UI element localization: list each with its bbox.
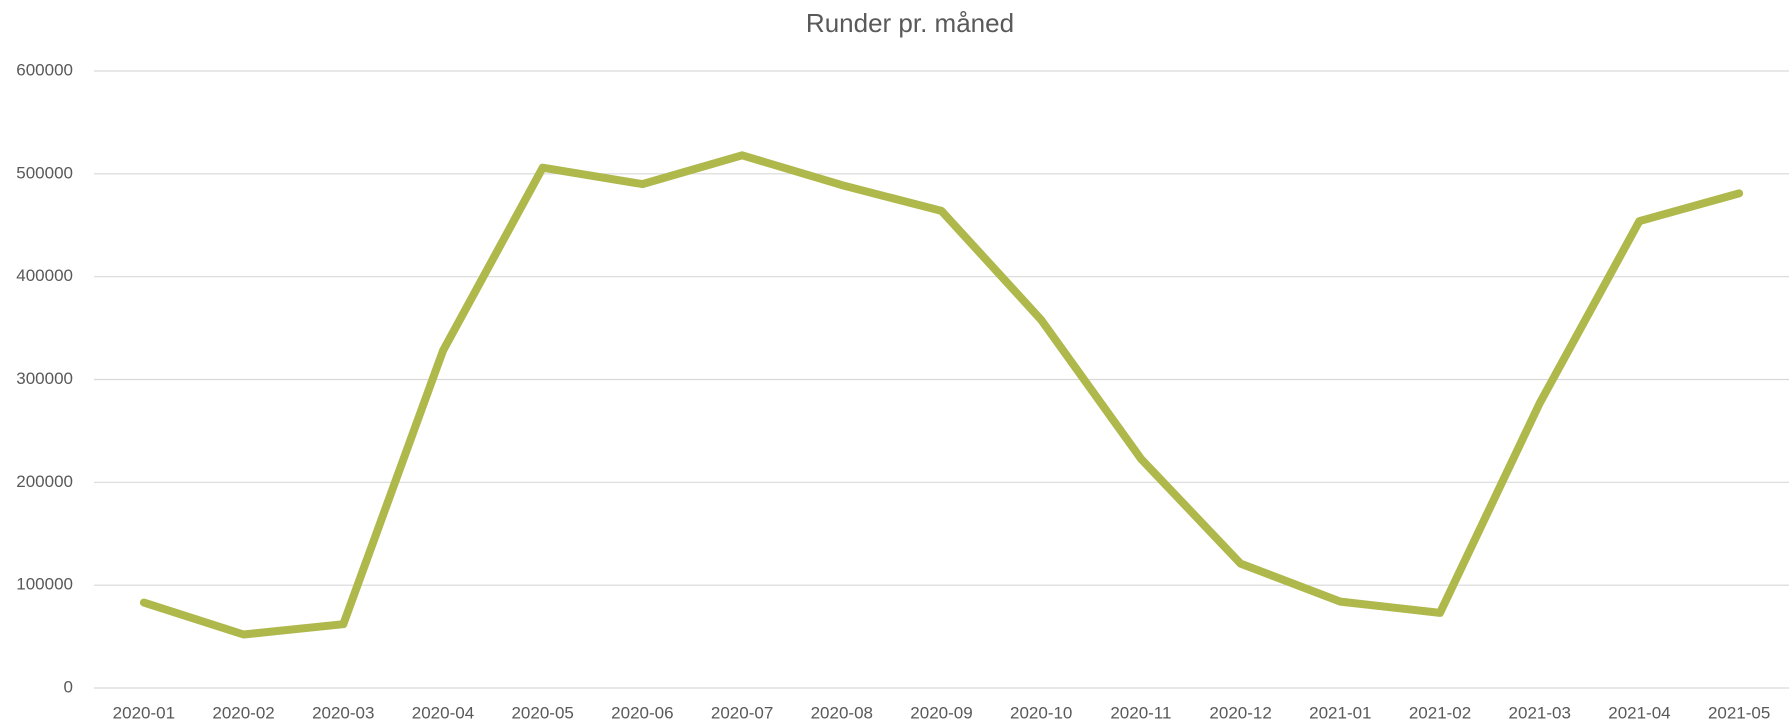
x-tick-label: 2020-11 [1110,703,1171,722]
x-tick-label: 2020-06 [611,703,673,722]
x-tick-label: 2021-04 [1608,703,1670,722]
data-line [139,151,1744,639]
y-tick-label: 600000 [16,60,73,79]
y-tick-label: 500000 [16,163,73,182]
x-tick-label: 2020-02 [212,703,274,722]
x-tick-label: 2020-12 [1209,703,1271,722]
x-tick-label: 2020-01 [113,703,175,722]
chart-title: Runder pr. måned [806,8,1014,38]
y-tick-label: 300000 [16,369,73,388]
y-tick-label: 200000 [16,472,73,491]
x-tick-label: 2020-03 [312,703,374,722]
y-tick-label: 100000 [16,575,73,594]
y-tick-label: 400000 [16,266,73,285]
x-tick-label: 2021-01 [1309,703,1371,722]
x-tick-label: 2020-08 [811,703,873,722]
x-tick-label: 2021-05 [1708,703,1770,722]
x-tick-label: 2020-05 [511,703,573,722]
x-tick-label: 2020-04 [412,703,474,722]
x-tick-label: 2020-09 [910,703,972,722]
y-tick-label: 0 [64,677,73,696]
x-tick-label: 2021-03 [1509,703,1571,722]
x-tick-label: 2020-07 [711,703,773,722]
x-tick-label: 2021-02 [1409,703,1471,722]
x-tick-label: 2020-10 [1010,703,1072,722]
